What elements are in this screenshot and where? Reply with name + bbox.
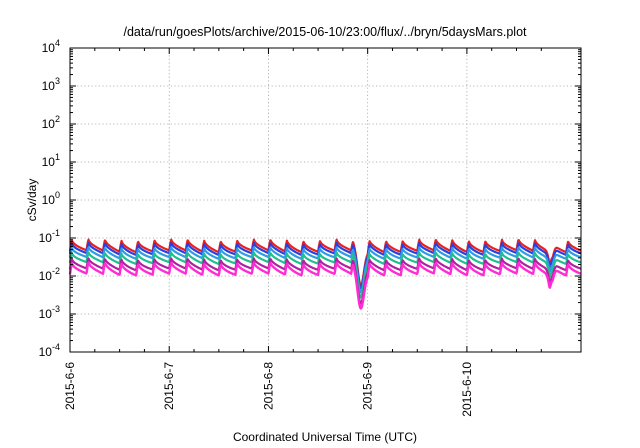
y-tick-label: 103 [42,76,60,93]
y-tick-label: 10-3 [39,304,60,321]
x-tick-label: 2015-6-10 [460,362,474,417]
y-tick-label: 10-2 [39,266,60,283]
x-tick-labels: 2015-6-6 2015-6-7 2015-6-8 2015-6-9 2015-6-1… [63,362,474,417]
y-tick-label: 10-1 [39,228,60,245]
y-tick-label: 104 [42,38,60,55]
x-axis-label: Coordinated Universal Time (UTC) [233,430,417,444]
series-line [68,241,582,290]
series-line [68,261,582,310]
y-axis-label: cSv/day [25,179,39,222]
series-line [68,238,582,287]
x-tick-label: 2015-6-6 [63,362,77,410]
series-line [68,251,582,299]
series-layer [68,238,582,310]
x-tick-label: 2015-6-9 [361,362,375,410]
series-line [68,246,582,294]
y-tick-labels: 10-4 10-3 10-2 10-1 100 101 102 103 104 [39,38,60,359]
series-line [68,257,582,305]
y-tick-label: 10-4 [39,342,60,359]
y-tick-label: 101 [42,152,60,169]
y-tick-label: 100 [42,190,60,207]
x-tick-label: 2015-6-8 [261,362,275,410]
grid-layer [70,48,581,352]
tick-layer [69,47,581,353]
chart-title: /data/run/goesPlots/archive/2015-06-10/2… [123,25,527,39]
x-tick-label: 2015-6-7 [162,362,176,410]
y-tick-label: 102 [42,114,60,131]
